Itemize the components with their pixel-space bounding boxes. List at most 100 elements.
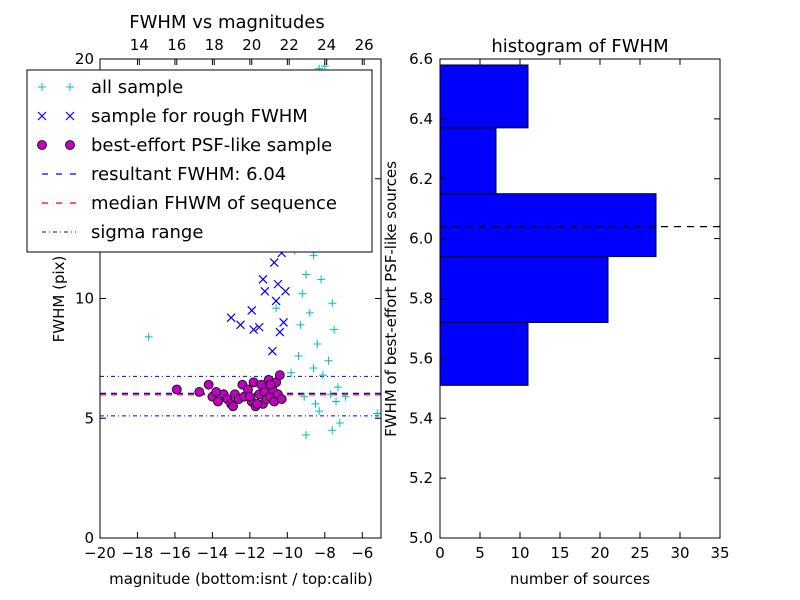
top-axis-tick-label: 18	[205, 36, 224, 54]
data-point	[305, 308, 314, 317]
legend: all sample sample for rough FWHM best-effo…	[26, 69, 373, 253]
data-point	[267, 346, 277, 356]
top-axis-tick-label: 22	[280, 36, 299, 54]
legend-label: best-effort PSF-like sample	[91, 135, 332, 156]
data-point	[309, 251, 318, 260]
left-y-tick-label: 0	[84, 529, 94, 547]
data-point	[330, 325, 339, 334]
data-point	[333, 383, 342, 392]
top-axis-tick-label: 16	[167, 36, 186, 54]
legend-box	[26, 69, 373, 253]
legend-label: median FHWM of sequence	[91, 193, 337, 214]
data-point	[213, 396, 223, 407]
data-point	[273, 279, 283, 289]
legend-entry: median FHWM of sequence	[42, 193, 337, 214]
histogram-bar	[439, 193, 657, 258]
histogram-bar	[439, 321, 529, 386]
data-point	[252, 398, 263, 409]
legend-entry: best-effort PSF-like sample	[37, 135, 332, 156]
data-point	[300, 392, 309, 401]
right-y-tick-label: 6.4	[409, 110, 433, 128]
data-point	[226, 313, 236, 323]
data-point	[298, 289, 307, 298]
legend-entry: resultant FWHM: 6.04	[42, 164, 286, 185]
right-y-tick-label: 5.8	[409, 290, 433, 308]
right-y-tick-label: 6.6	[409, 50, 433, 68]
data-point	[373, 409, 382, 418]
legend-marker-swatch	[37, 111, 47, 121]
data-point	[274, 370, 285, 381]
data-point	[302, 270, 311, 279]
right-x-tick-label: 10	[510, 544, 529, 562]
series-plus	[144, 62, 382, 440]
left-x-tick-label: −20	[84, 544, 116, 562]
data-point	[211, 387, 222, 397]
data-point	[326, 390, 335, 399]
data-point	[269, 258, 279, 267]
right-y-tick-label: 5.2	[409, 469, 433, 487]
right-chart-title: histogram of FWHM	[491, 36, 668, 57]
legend-marker-swatch	[65, 140, 75, 150]
data-point	[328, 426, 337, 435]
right-x-tick-label: 20	[590, 544, 609, 562]
left-data-points	[144, 62, 382, 440]
data-point	[275, 327, 285, 337]
data-point	[302, 431, 311, 440]
left-top-axis-ticks: 14 16 18 20 22 24 26	[130, 36, 374, 65]
data-point	[294, 351, 303, 360]
data-point	[249, 325, 259, 335]
data-point	[296, 320, 305, 329]
left-x-tick-label: −12	[234, 544, 266, 562]
histogram-bar	[439, 64, 529, 129]
data-point	[272, 304, 281, 313]
left-y-tick-label: 5	[84, 409, 94, 427]
left-x-tick-label: −14	[197, 544, 229, 562]
legend-label: all sample	[91, 77, 183, 98]
legend-label: resultant FWHM: 6.04	[91, 164, 286, 185]
top-axis-tick-label: 14	[130, 36, 149, 54]
data-point	[332, 397, 341, 406]
left-x-axis-label: magnitude (bottom:isnt / top:calib)	[109, 570, 373, 588]
data-point	[171, 384, 182, 395]
data-point	[341, 392, 350, 401]
right-x-tick-label: 25	[630, 544, 649, 562]
data-point	[265, 379, 276, 390]
left-x-tick-label: −16	[159, 544, 191, 562]
left-y-axis-label: FWHM (pix)	[50, 256, 68, 343]
data-point	[236, 320, 245, 330]
right-y-tick-label: 5.4	[409, 409, 433, 427]
left-x-tick-label: −8	[314, 544, 336, 562]
histogram-bars	[439, 64, 657, 386]
left-scatter-panel: FWHM vs magnitudes −20 −18 −16 −14 −12 −10 −8−…	[26, 12, 382, 588]
data-point	[254, 322, 264, 332]
data-point	[309, 363, 318, 372]
right-x-axis-label: number of sources	[510, 570, 650, 588]
legend-marker-swatch	[65, 111, 75, 121]
top-axis-tick-label: 24	[317, 36, 336, 54]
top-axis-tick-label: 20	[242, 36, 261, 54]
data-point	[281, 286, 290, 296]
data-point	[279, 318, 289, 327]
data-point	[276, 394, 287, 404]
left-y-tick-label: 20	[75, 50, 94, 68]
data-point	[258, 274, 268, 284]
left-x-tick-label: −18	[122, 544, 154, 562]
data-point	[311, 399, 320, 408]
data-point	[244, 391, 255, 402]
right-x-axis-ticks: 0 5 10 15 20 25 30 35	[435, 59, 730, 562]
legend-label: sample for rough FWHM	[91, 106, 308, 127]
data-point	[247, 306, 257, 315]
data-point	[271, 296, 281, 306]
data-point	[318, 371, 327, 380]
left-x-tick-label: −10	[272, 544, 304, 562]
left-chart-title: FWHM vs magnitudes	[129, 12, 324, 33]
data-point	[324, 356, 333, 365]
right-x-tick-label: 0	[435, 544, 445, 562]
data-point	[287, 368, 296, 377]
data-point	[317, 275, 326, 284]
series-circle	[171, 370, 287, 412]
legend-marker-swatch	[66, 83, 74, 91]
right-x-tick-label: 35	[710, 544, 729, 562]
data-point	[203, 379, 214, 390]
